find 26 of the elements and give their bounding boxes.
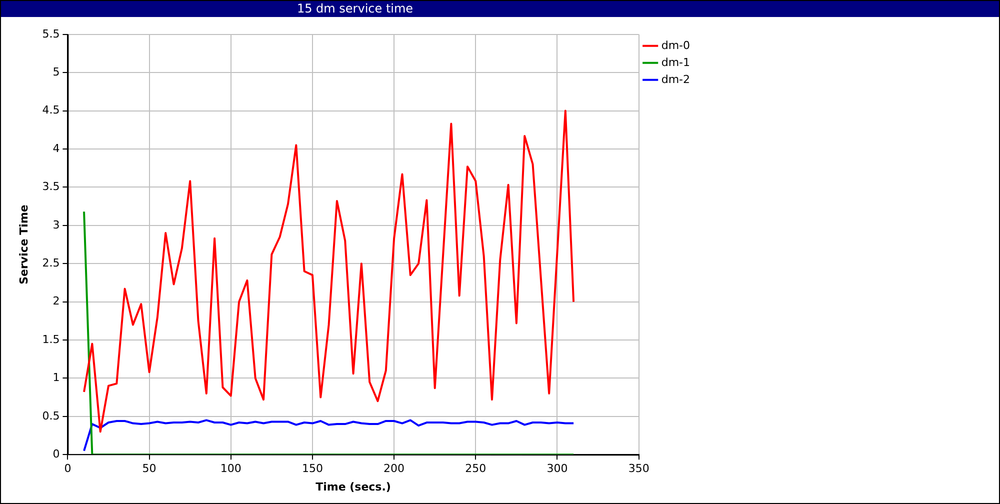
x-tick-label: 100 bbox=[220, 462, 242, 476]
x-tick-label: 150 bbox=[302, 462, 323, 476]
y-tick-label: 4 bbox=[52, 142, 60, 155]
y-tick-label: 0 bbox=[52, 447, 60, 460]
legend-label: dm-0 bbox=[661, 38, 690, 52]
y-tick-label: 1 bbox=[52, 371, 60, 384]
y-tick-label: 4.5 bbox=[42, 104, 60, 117]
legend-label: dm-2 bbox=[661, 72, 690, 86]
y-tick-label: 2.5 bbox=[42, 256, 60, 270]
x-tick-label: 0 bbox=[64, 462, 72, 476]
y-tick-label: 1.5 bbox=[42, 332, 60, 346]
y-tick-label: 5 bbox=[52, 65, 60, 78]
y-tick-label: 0.5 bbox=[42, 409, 60, 422]
y-axis-title: Service Time bbox=[17, 204, 30, 284]
x-tick-label: 350 bbox=[628, 462, 650, 476]
x-tick-label: 200 bbox=[384, 462, 405, 476]
chart-title: 15 dm service time bbox=[296, 1, 414, 16]
x-tick-label: 50 bbox=[142, 462, 156, 476]
x-axis-title: Time (secs.) bbox=[316, 480, 391, 494]
legend-label: dm-1 bbox=[661, 56, 690, 69]
y-tick-label: 2 bbox=[52, 294, 60, 308]
y-tick-label: 3.5 bbox=[42, 180, 60, 194]
x-tick-label: 250 bbox=[465, 462, 486, 476]
y-tick-label: 5.5 bbox=[42, 27, 60, 40]
x-tick-label: 300 bbox=[546, 462, 568, 476]
y-tick-label: 3 bbox=[52, 218, 60, 232]
